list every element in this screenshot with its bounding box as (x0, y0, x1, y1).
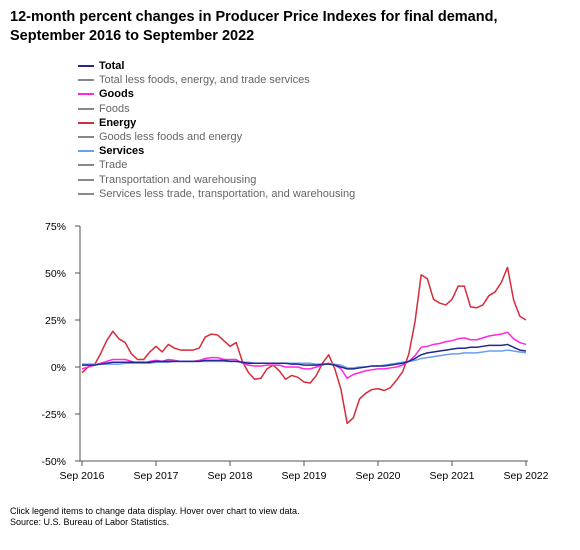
series-line-energy[interactable] (81, 266, 527, 425)
legend-swatch (78, 136, 94, 139)
footnote: Click legend items to change data displa… (10, 506, 299, 528)
legend-item-total[interactable]: Total (78, 59, 355, 73)
legend-swatch (78, 164, 94, 167)
legend-swatch (78, 192, 94, 195)
footnote-instructions: Click legend items to change data displa… (10, 506, 300, 516)
legend-item-services-less-trade-transportation-and-warehousing[interactable]: Services less trade, transportation, and… (78, 187, 355, 201)
legend-swatch (78, 107, 94, 110)
chart-title: 12-month percent changes in Producer Pri… (10, 8, 570, 46)
legend-item-goods[interactable]: Goods (78, 87, 355, 101)
legend-label: Goods less foods and energy (99, 131, 243, 144)
x-tick-label: Sep 2016 (60, 470, 105, 482)
line-chart[interactable]: 75% 50% 25% 0% -25% -50% Sep 2016 Sep 2017 Sep 2… (0, 205, 580, 505)
legend-item-goods-less-foods-and-energy[interactable]: Goods less foods and energy (78, 130, 355, 144)
legend-label: Energy (99, 116, 137, 129)
series-line-goods[interactable] (81, 331, 527, 380)
legend-swatch (78, 150, 94, 153)
legend-item-total-less-foods-energy-and-trade-services[interactable]: Total less foods, energy, and trade serv… (78, 73, 355, 87)
legend-label: Total less foods, energy, and trade serv… (99, 74, 310, 87)
footnote-source: Source: U.S. Bureau of Labor Statistics. (10, 517, 170, 527)
legend-swatch (78, 121, 94, 124)
legend-swatch (78, 93, 94, 96)
legend-swatch (78, 79, 94, 82)
y-tick-label: 25% (45, 315, 66, 327)
legend-item-transportation-and-warehousing[interactable]: Transportation and warehousing (78, 173, 355, 187)
legend-swatch (78, 178, 94, 181)
legend-label: Goods (99, 88, 134, 101)
x-tick-label: Sep 2022 (504, 470, 549, 482)
x-tick-label: Sep 2019 (282, 470, 327, 482)
legend-label: Foods (99, 102, 130, 115)
y-tick-label: 50% (45, 268, 66, 280)
legend-item-services[interactable]: Services (78, 144, 355, 158)
x-tick-label: Sep 2018 (208, 470, 253, 482)
legend-label: Transportation and warehousing (99, 173, 257, 186)
legend-item-energy[interactable]: Energy (78, 116, 355, 130)
legend-swatch (78, 65, 94, 68)
x-tick-label: Sep 2020 (356, 470, 401, 482)
legend-item-foods[interactable]: Foods (78, 102, 355, 116)
chart-legend: Total Total less foods, energy, and trade… (78, 59, 355, 201)
legend-label: Total (99, 60, 125, 73)
y-tick-label: 75% (45, 221, 66, 233)
legend-item-trade[interactable]: Trade (78, 158, 355, 172)
legend-label: Services less trade, transportation, and… (99, 187, 356, 200)
y-tick-label: -50% (41, 456, 66, 468)
y-tick-label: -25% (41, 409, 66, 421)
y-tick-label: 0% (51, 362, 66, 374)
legend-label: Services (99, 145, 145, 158)
chart-title-line-2: September 2016 to September 2022 (10, 28, 255, 44)
x-tick-label: Sep 2021 (430, 470, 475, 482)
series-line-total[interactable] (82, 343, 527, 370)
chart-title-line-1: 12-month percent changes in Producer Pri… (10, 9, 498, 25)
legend-label: Trade (99, 159, 128, 172)
x-tick-label: Sep 2017 (134, 470, 179, 482)
series-line-services[interactable] (82, 349, 527, 369)
